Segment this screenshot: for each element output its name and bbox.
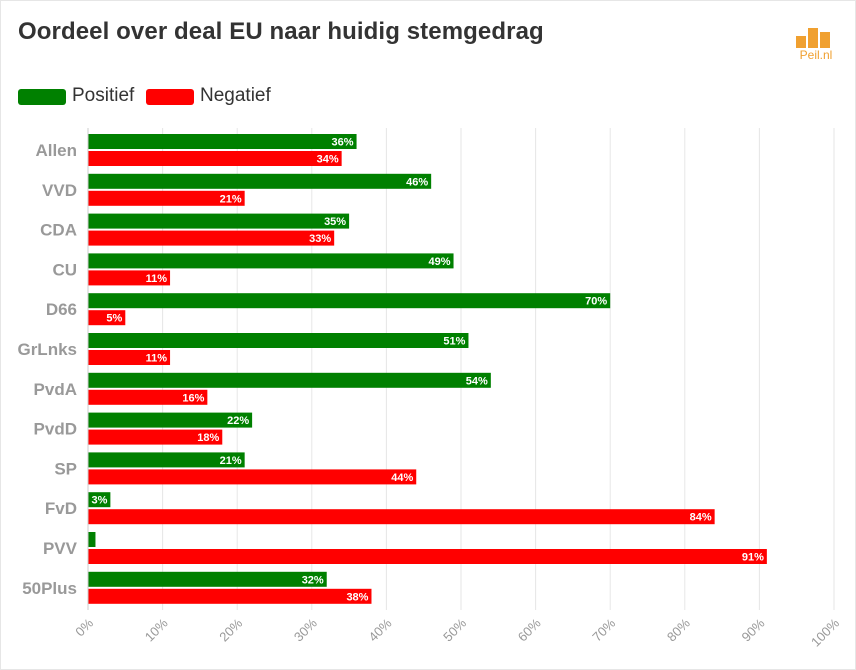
x-tick-label: 0% xyxy=(72,615,96,639)
x-tick-label: 20% xyxy=(216,615,245,644)
logo-text: Peil.nl xyxy=(799,48,833,62)
bar-negatief xyxy=(88,310,126,326)
bar-positief xyxy=(88,532,96,547)
bar-positief xyxy=(88,412,253,428)
data-label: 34% xyxy=(317,154,339,166)
bar-positief xyxy=(88,571,327,587)
data-label: 11% xyxy=(146,353,168,365)
data-label: 46% xyxy=(406,176,428,188)
category-label: Allen xyxy=(35,141,77,160)
bar-negatief xyxy=(88,190,245,206)
data-label: 5% xyxy=(106,313,122,325)
x-tick-label: 40% xyxy=(366,615,395,644)
data-label: 21% xyxy=(220,455,242,467)
bar-positief xyxy=(88,213,350,229)
bar-negatief xyxy=(88,230,335,246)
peil-logo: Peil.nl xyxy=(792,22,840,66)
bar-positief xyxy=(88,492,111,508)
category-label: FvD xyxy=(45,499,77,518)
category-label: CDA xyxy=(40,221,77,240)
category-label: GrLnks xyxy=(17,340,77,359)
data-label: 38% xyxy=(346,591,368,603)
bar-negatief xyxy=(88,588,372,604)
data-label: 22% xyxy=(227,415,249,427)
data-label: 51% xyxy=(443,336,465,348)
category-label: SP xyxy=(54,459,77,478)
category-label: PvdD xyxy=(34,420,77,439)
x-tick-label: 30% xyxy=(291,615,320,644)
data-label: 16% xyxy=(182,392,204,404)
bar-positief xyxy=(88,333,469,348)
chart-title: Oordeel over deal EU naar huidig stemged… xyxy=(18,18,544,45)
data-label: 21% xyxy=(220,193,242,205)
x-tick-label: 100% xyxy=(808,615,842,649)
data-label: 44% xyxy=(391,472,413,484)
category-label: 50Plus xyxy=(22,579,77,598)
bar-positief xyxy=(88,372,491,388)
bar-positief xyxy=(88,253,454,269)
data-label: 70% xyxy=(585,296,607,308)
data-label: 18% xyxy=(197,432,219,444)
bar-negatief xyxy=(88,549,767,564)
category-label: D66 xyxy=(46,300,77,319)
data-label: 54% xyxy=(466,375,488,387)
legend-swatch-negatief xyxy=(146,89,194,105)
x-tick-label: 70% xyxy=(589,615,618,644)
bar-negatief xyxy=(88,469,417,485)
x-tick-label: 80% xyxy=(664,615,693,644)
bar-negatief xyxy=(88,151,342,166)
bar-positief xyxy=(88,134,357,149)
x-tick-label: 50% xyxy=(440,615,469,644)
bar-negatief xyxy=(88,389,208,405)
data-label: 3% xyxy=(91,495,107,507)
data-label: 49% xyxy=(429,256,451,268)
legend-label-negatief: Negatief xyxy=(200,85,271,106)
legend-label-positief: Positief xyxy=(72,85,135,106)
data-label: 36% xyxy=(332,137,354,149)
bar-negatief xyxy=(88,429,223,445)
x-tick-label: 90% xyxy=(739,615,768,644)
data-label: 84% xyxy=(690,512,712,524)
data-label: 33% xyxy=(309,233,331,245)
bar-positief xyxy=(88,452,245,468)
bar-positief xyxy=(88,173,432,189)
data-label: 32% xyxy=(302,574,324,586)
legend-swatch-positief xyxy=(18,89,66,105)
bar-negatief xyxy=(88,270,171,286)
data-label: 91% xyxy=(742,552,764,564)
bar-negatief xyxy=(88,350,171,365)
x-tick-label: 60% xyxy=(515,615,544,644)
data-label: 11% xyxy=(146,273,168,285)
category-label: PvdA xyxy=(34,380,77,399)
bar-chart-logo-icon xyxy=(796,22,836,48)
category-label: CU xyxy=(52,260,77,279)
category-label: PVV xyxy=(43,539,78,558)
data-label: 35% xyxy=(324,216,346,228)
bar-negatief xyxy=(88,509,715,525)
category-label: VVD xyxy=(42,181,77,200)
x-tick-label: 10% xyxy=(142,615,171,644)
bar-positief xyxy=(88,293,611,309)
